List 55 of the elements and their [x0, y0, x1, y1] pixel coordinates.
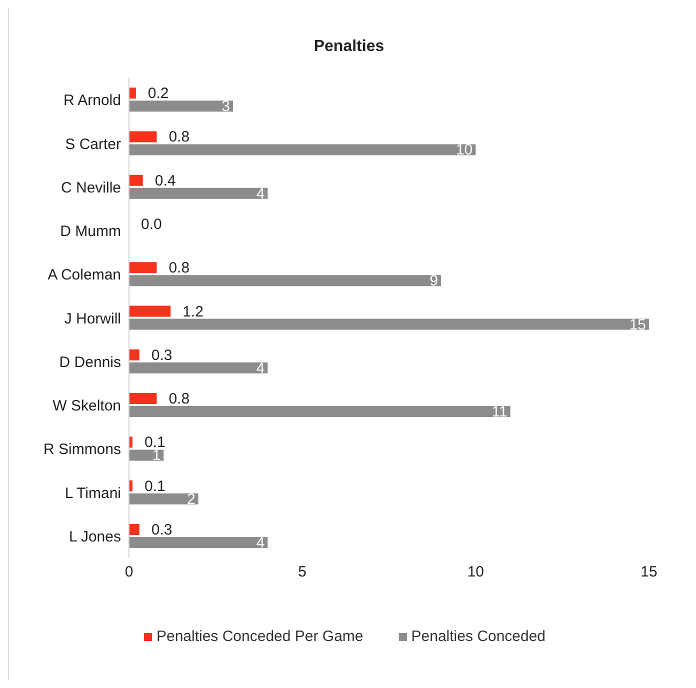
y-tick-label: L Jones	[69, 528, 121, 546]
data-label: 15	[629, 316, 646, 334]
legend-label: Penalties Conceded Per Game	[155, 628, 364, 645]
y-tick-label: W Skelton	[52, 398, 121, 415]
bar	[129, 100, 233, 112]
y-tick-label: R Simmons	[43, 441, 121, 458]
data-label: 4	[256, 360, 265, 377]
chart-title: Penalties	[312, 38, 386, 56]
data-label: 10	[456, 142, 473, 159]
data-label: 1.2	[182, 303, 204, 320]
y-tick-label: R Arnold	[63, 92, 121, 110]
x-tick-label: 0	[124, 564, 134, 581]
bar	[129, 406, 510, 418]
bar	[129, 275, 441, 286]
bar	[129, 188, 268, 199]
bar	[129, 318, 649, 330]
data-label: 0.4	[154, 172, 176, 190]
bar	[129, 262, 157, 274]
x-tick-label: 5	[298, 564, 307, 581]
bar	[129, 450, 164, 461]
x-tick-label: 10	[467, 564, 484, 581]
y-tick-label: S Carter	[65, 136, 121, 153]
bar	[129, 393, 157, 404]
data-label: 4	[256, 534, 265, 552]
bar	[129, 306, 171, 317]
bar	[129, 524, 140, 535]
bar	[129, 174, 143, 186]
y-tick-label: J Horwill	[64, 310, 121, 328]
y-tick-label: D Dennis	[59, 354, 121, 371]
y-tick-label: A Coleman	[48, 266, 121, 284]
bar	[129, 536, 268, 548]
data-label: 0.3	[151, 346, 172, 364]
y-tick-label: C Neville	[60, 179, 121, 196]
data-label: 0.2	[148, 85, 169, 102]
data-label: 11	[492, 404, 508, 421]
bar	[129, 493, 198, 504]
bar	[129, 131, 157, 142]
data-label: 0.8	[168, 128, 190, 146]
data-label: 3	[222, 98, 230, 116]
data-label: 9	[430, 272, 438, 290]
legend-label: Penalties Conceded	[410, 628, 546, 645]
bar	[129, 362, 268, 374]
data-label: 2	[186, 490, 196, 508]
data-label: 0.8	[168, 260, 190, 277]
bar	[129, 88, 136, 99]
y-tick-label: D Mumm	[60, 223, 121, 240]
data-label: 4	[256, 185, 265, 202]
data-label: 0.3	[151, 521, 172, 538]
data-label: 0.1	[144, 478, 166, 495]
data-label: 0.0	[141, 216, 162, 234]
bar	[129, 144, 476, 156]
y-tick-label: L Timani	[64, 484, 121, 502]
x-tick-label: 15	[640, 564, 658, 581]
bar	[129, 349, 140, 360]
data-label: 0.8	[168, 390, 190, 408]
